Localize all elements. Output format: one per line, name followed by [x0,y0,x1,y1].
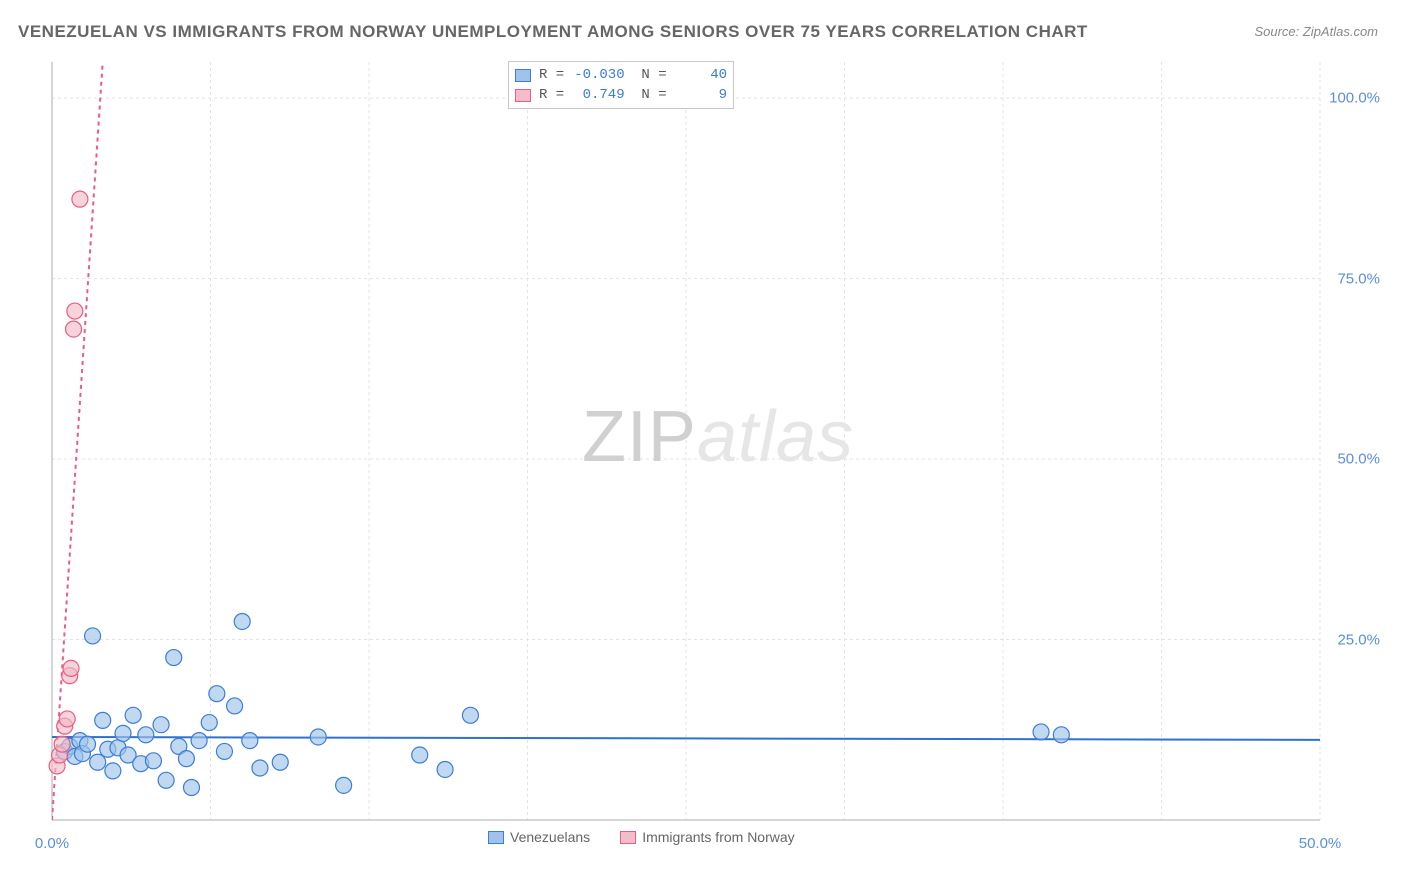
legend-label: Venezuelans [510,829,590,845]
data-point [90,754,106,770]
data-point [242,733,258,749]
data-point [437,761,453,777]
y-tick-label: 50.0% [1337,451,1380,468]
legend-swatch [515,89,531,102]
data-point [158,772,174,788]
data-point [252,760,268,776]
data-point [1053,727,1069,743]
legend-item: Immigrants from Norway [620,829,794,845]
data-point [115,725,131,741]
data-point [178,751,194,767]
data-point [54,736,70,752]
legend-swatch [488,831,504,844]
correlation-legend: R = -0.030 N = 40R = 0.749 N = 9 [508,61,734,109]
data-point [153,717,169,733]
y-tick-label: 100.0% [1329,90,1380,107]
data-point [310,729,326,745]
data-point [336,777,352,793]
legend-item: Venezuelans [488,829,590,845]
data-point [201,715,217,731]
data-point [209,686,225,702]
data-point [95,712,111,728]
data-point [63,660,79,676]
data-point [272,754,288,770]
data-point [412,747,428,763]
data-point [85,628,101,644]
data-point [72,191,88,207]
correlation-row: R = -0.030 N = 40 [515,65,727,85]
data-point [462,707,478,723]
data-point [191,733,207,749]
series-legend: Venezuelans Immigrants from Norway [488,829,795,845]
chart-canvas [48,58,1388,848]
correlation-text: R = -0.030 N = 40 [539,65,727,85]
y-tick-label: 75.0% [1337,270,1380,287]
data-point [1033,724,1049,740]
data-point [183,780,199,796]
data-point [66,321,82,337]
correlation-text: R = 0.749 N = 9 [539,85,727,105]
data-point [216,743,232,759]
data-point [59,711,75,727]
data-point [166,650,182,666]
legend-swatch [515,69,531,82]
data-point [80,736,96,752]
data-point [138,727,154,743]
source-attribution: Source: ZipAtlas.com [1254,24,1378,39]
x-tick-label: 50.0% [1299,835,1342,852]
chart-title: VENEZUELAN VS IMMIGRANTS FROM NORWAY UNE… [18,22,1088,42]
data-point [105,763,121,779]
legend-swatch [620,831,636,844]
legend-label: Immigrants from Norway [642,829,794,845]
scatter-plot: ZIPatlas R = -0.030 N = 40R = 0.749 N = … [48,58,1388,848]
data-point [67,303,83,319]
data-point [227,698,243,714]
data-point [234,613,250,629]
correlation-row: R = 0.749 N = 9 [515,85,727,105]
y-tick-label: 25.0% [1337,631,1380,648]
data-point [145,753,161,769]
data-point [125,707,141,723]
x-tick-label: 0.0% [35,835,69,852]
